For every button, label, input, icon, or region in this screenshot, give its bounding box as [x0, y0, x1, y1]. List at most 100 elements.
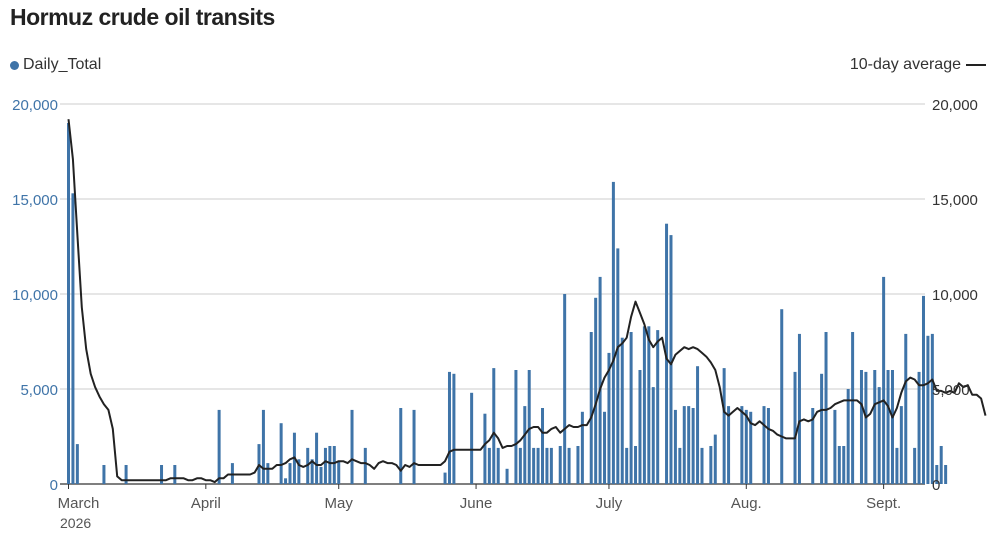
- y-tick-label-left: 0: [50, 477, 58, 494]
- bar: [930, 333, 934, 484]
- bar: [669, 235, 673, 484]
- bar: [124, 465, 128, 484]
- bar: [944, 465, 948, 484]
- bar: [71, 193, 75, 485]
- x-tick-label: March: [58, 495, 100, 512]
- bar: [616, 248, 620, 484]
- bar: [75, 444, 79, 484]
- bar: [722, 368, 726, 484]
- bar: [886, 370, 890, 484]
- x-tick-label: Sept.: [866, 495, 901, 512]
- bar: [766, 408, 770, 484]
- bar: [859, 370, 863, 484]
- bar: [288, 463, 292, 484]
- y-tick-label-left: 10,000: [12, 287, 58, 304]
- bar: [284, 478, 288, 484]
- bar: [833, 409, 837, 484]
- bar: [505, 468, 509, 484]
- bar: [939, 446, 943, 484]
- bar: [727, 406, 731, 484]
- bar: [629, 332, 633, 484]
- bars: [67, 123, 948, 485]
- bar: [611, 181, 615, 484]
- bar: [607, 352, 611, 484]
- bar: [487, 447, 491, 484]
- bar: [642, 326, 646, 484]
- bar: [350, 409, 354, 484]
- bar: [917, 371, 921, 484]
- bar: [576, 446, 580, 484]
- bar: [926, 335, 930, 484]
- y-tick-label-right: 10,000: [932, 287, 978, 304]
- bar: [820, 373, 824, 484]
- bar: [620, 337, 624, 484]
- bar: [851, 332, 855, 484]
- bar: [846, 389, 850, 484]
- axes: 0 0 5,000 5,000 10,000 10,000 15,000 15,000 20,0…: [12, 97, 978, 512]
- bar: [921, 295, 925, 484]
- bar: [749, 411, 753, 484]
- bar: [598, 276, 602, 484]
- bar: [532, 447, 536, 484]
- bar: [527, 370, 531, 484]
- bar: [678, 447, 682, 484]
- y-tick-label-left: 20,000: [12, 97, 58, 114]
- bar: [634, 446, 638, 484]
- bar: [895, 447, 899, 484]
- legend-10-day-average: 10-day average: [850, 56, 986, 74]
- y-tick-label-left: 5,000: [20, 382, 58, 399]
- average-line-group: [67, 119, 987, 484]
- bar: [647, 326, 651, 484]
- bar: [651, 387, 655, 484]
- bar: [399, 408, 403, 484]
- bar: [603, 411, 607, 484]
- average-line: [67, 119, 987, 484]
- bar: [837, 446, 841, 484]
- bar: [279, 423, 283, 484]
- bar: [536, 447, 540, 484]
- bar: [545, 447, 549, 484]
- bar: [541, 408, 545, 484]
- y-tick-label-right: 5,000: [932, 382, 970, 399]
- bar: [261, 409, 265, 484]
- bar: [315, 432, 319, 484]
- bar: [673, 409, 677, 484]
- bar: [580, 411, 584, 484]
- bar: [492, 368, 496, 484]
- bar: [682, 406, 686, 484]
- bar: [447, 371, 451, 484]
- bar: [496, 447, 500, 484]
- legend-daily-total-label: Daily_Total: [23, 56, 102, 73]
- bar: [266, 463, 270, 484]
- bar: [700, 447, 704, 484]
- bar: [443, 472, 447, 484]
- bar: [173, 465, 177, 484]
- bar: [824, 332, 828, 484]
- x-tick-label: April: [191, 495, 221, 512]
- bar: [625, 447, 629, 484]
- bar: [217, 409, 221, 484]
- bar: [890, 370, 894, 484]
- bar: [744, 409, 748, 484]
- bar: [563, 294, 567, 484]
- bar: [310, 459, 314, 484]
- y-tick-label-right: 20,000: [932, 97, 978, 114]
- x-tick-label: Aug.: [731, 495, 762, 512]
- bar: [328, 446, 332, 484]
- bar: [452, 373, 456, 484]
- bar: [323, 447, 327, 484]
- x-tick-label: July: [596, 495, 623, 512]
- bar: [793, 371, 797, 484]
- bar: [363, 447, 367, 484]
- y-tick-label-right: 15,000: [932, 192, 978, 209]
- bar: [899, 406, 903, 484]
- bar: [713, 434, 717, 484]
- x-tick-label: June: [460, 495, 493, 512]
- bar: [904, 333, 908, 484]
- bar: [337, 461, 341, 484]
- bar: [842, 446, 846, 484]
- bar: [797, 333, 801, 484]
- bar: [740, 406, 744, 484]
- bar: [558, 446, 562, 484]
